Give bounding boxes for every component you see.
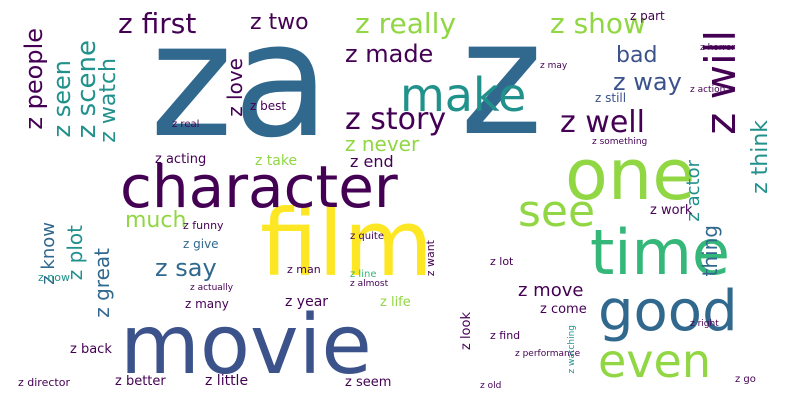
word-z-line: z line bbox=[350, 269, 377, 280]
word-z-better: z better bbox=[115, 374, 166, 389]
word-z-now: z now bbox=[38, 271, 70, 284]
word-z-work: z work bbox=[650, 203, 693, 218]
word-z-performance: z performance bbox=[515, 349, 581, 359]
word-z-little: z little bbox=[205, 373, 249, 389]
word-z-move: z move bbox=[518, 280, 584, 301]
word-z-come: z come bbox=[540, 302, 587, 317]
word-z-two: z two bbox=[250, 10, 309, 35]
word-z-action: z action bbox=[690, 85, 726, 95]
word-even: even bbox=[598, 334, 711, 388]
word-z-think: z think bbox=[748, 120, 773, 194]
word-z-show: z show bbox=[550, 7, 646, 40]
word-z-never: z never bbox=[345, 132, 420, 156]
word-z-great: z great bbox=[90, 248, 114, 318]
word-z-large: z bbox=[460, 0, 543, 171]
word-z-almost: z almost bbox=[350, 279, 389, 289]
word-z-may: z may bbox=[540, 61, 568, 71]
word-z-man: z man bbox=[287, 263, 321, 276]
word-bad: bad bbox=[616, 43, 658, 68]
word-z-lot: z lot bbox=[490, 255, 514, 268]
word-z-director: z director bbox=[18, 376, 70, 389]
word-z-made: z made bbox=[345, 40, 434, 68]
word-time: time bbox=[590, 216, 731, 289]
word-much: much bbox=[125, 208, 187, 233]
word-z-still: z still bbox=[595, 91, 627, 105]
word-see: see bbox=[518, 186, 596, 237]
word-thing: thing bbox=[698, 225, 722, 277]
word-z-end: z end bbox=[350, 152, 394, 171]
word-z-take: z take bbox=[255, 153, 298, 169]
word-z-seem: z seem bbox=[345, 375, 392, 390]
word-z-first: z first bbox=[118, 7, 197, 40]
word-z-life: z life bbox=[380, 295, 411, 310]
word-z-year: z year bbox=[285, 294, 329, 310]
word-z-actually: z actually bbox=[190, 283, 234, 293]
word-za: za bbox=[150, 0, 330, 173]
word-z-people: z people bbox=[20, 28, 48, 130]
word-make: make bbox=[400, 68, 527, 122]
word-z-want: z want bbox=[424, 240, 437, 277]
word-movie: movie bbox=[120, 298, 372, 393]
word-z-best: z best bbox=[250, 99, 287, 113]
word-z-look: z look bbox=[459, 312, 474, 351]
word-z-say: z say bbox=[155, 254, 217, 282]
word-z-old: z old bbox=[480, 381, 502, 391]
word-z-many: z many bbox=[185, 297, 229, 311]
word-z-part: z part bbox=[630, 9, 665, 23]
word-z-watch: z watch bbox=[96, 58, 121, 143]
word-z-well: z well bbox=[560, 105, 645, 140]
word-one: one bbox=[565, 134, 696, 216]
word-z-find: z find bbox=[490, 329, 521, 342]
word-z-story: z story bbox=[345, 102, 447, 137]
word-z-seen: z seen bbox=[48, 60, 76, 138]
word-z-real: z real bbox=[172, 119, 200, 130]
word-z-watching: z watching bbox=[567, 325, 577, 374]
word-z-really: z really bbox=[355, 7, 457, 40]
word-z-go: z go bbox=[735, 374, 756, 385]
word-z-horror: z horror bbox=[700, 43, 736, 53]
word-z-give: z give bbox=[183, 237, 219, 251]
word-z-back: z back bbox=[70, 342, 112, 357]
word-z-love: z love bbox=[223, 58, 247, 117]
word-z-quite: z quite bbox=[350, 231, 384, 242]
word-character: character bbox=[120, 153, 398, 221]
word-z-acting: z acting bbox=[155, 152, 207, 167]
word-z-way: z way bbox=[613, 68, 682, 96]
word-film: film bbox=[260, 190, 434, 297]
word-good: good bbox=[598, 279, 738, 344]
word-z-funny: z funny bbox=[183, 219, 224, 232]
word-z-right: z right bbox=[690, 319, 719, 329]
word-z-something: z something bbox=[592, 137, 648, 147]
